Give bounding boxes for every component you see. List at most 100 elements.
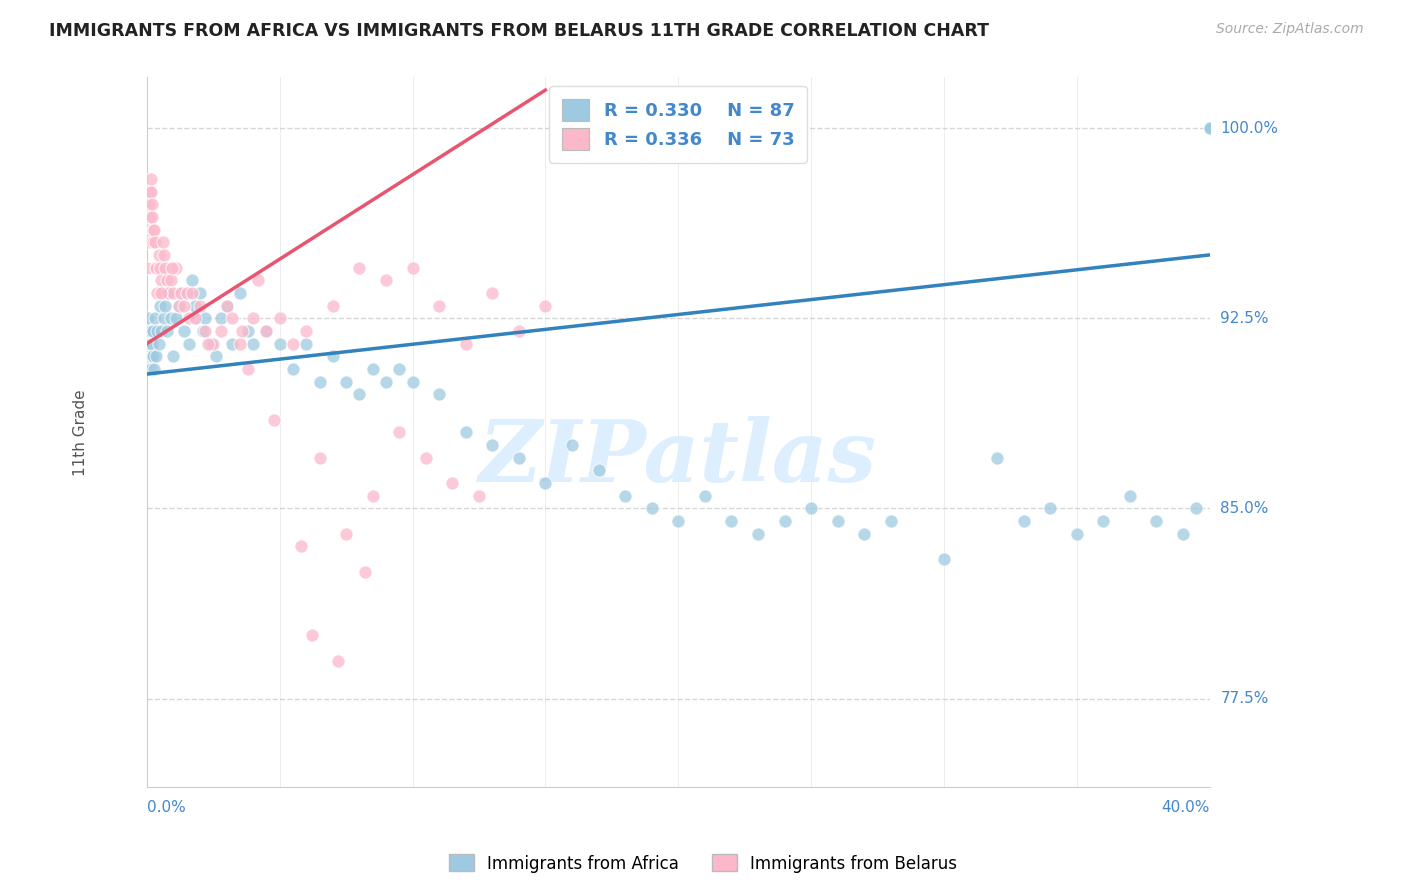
Point: [401, 260, 423, 275]
Point: [254, 324, 277, 338]
Point: [143, 362, 166, 376]
Point: [247, 273, 270, 287]
Point: [427, 299, 450, 313]
Point: [1198, 121, 1220, 136]
Point: [361, 362, 384, 376]
Point: [269, 311, 291, 326]
Point: [146, 324, 169, 338]
Text: 40.0%: 40.0%: [1161, 800, 1209, 815]
Point: [136, 311, 159, 326]
Point: [139, 362, 162, 376]
Point: [136, 260, 159, 275]
Point: [142, 324, 165, 338]
Point: [162, 285, 184, 300]
Point: [361, 489, 384, 503]
Point: [561, 438, 583, 452]
Point: [191, 324, 214, 338]
Point: [221, 336, 243, 351]
Text: 92.5%: 92.5%: [1220, 310, 1268, 326]
Point: [202, 336, 225, 351]
Point: [149, 299, 172, 313]
Point: [183, 299, 205, 313]
Point: [1171, 526, 1194, 541]
Point: [153, 248, 176, 262]
Point: [165, 311, 187, 326]
Point: [1066, 526, 1088, 541]
Point: [176, 285, 198, 300]
Point: [441, 476, 464, 491]
Point: [508, 324, 530, 338]
Point: [534, 476, 557, 491]
Point: [183, 311, 205, 326]
Point: [481, 285, 503, 300]
Point: [932, 552, 955, 566]
Point: [215, 299, 238, 313]
Point: [150, 324, 173, 338]
Point: [229, 336, 252, 351]
Point: [162, 349, 184, 363]
Point: [138, 349, 160, 363]
Point: [157, 285, 180, 300]
Text: 0.0%: 0.0%: [146, 800, 186, 815]
Text: 85.0%: 85.0%: [1220, 501, 1268, 516]
Point: [149, 260, 172, 275]
Point: [139, 185, 162, 199]
Point: [152, 235, 174, 250]
Point: [614, 489, 637, 503]
Point: [150, 285, 173, 300]
Point: [143, 222, 166, 236]
Point: [148, 336, 170, 351]
Point: [157, 285, 180, 300]
Point: [281, 362, 304, 376]
Point: [141, 197, 163, 211]
Point: [143, 235, 166, 250]
Point: [200, 336, 222, 351]
Point: [263, 413, 285, 427]
Point: [481, 438, 503, 452]
Point: [588, 463, 610, 477]
Point: [179, 311, 201, 326]
Point: [138, 222, 160, 236]
Point: [197, 336, 219, 351]
Point: [194, 311, 217, 326]
Point: [353, 565, 375, 579]
Point: [773, 514, 796, 528]
Point: [156, 273, 179, 287]
Text: ZIPatlas: ZIPatlas: [479, 416, 877, 500]
Point: [145, 349, 167, 363]
Point: [170, 285, 193, 300]
Point: [720, 514, 742, 528]
Point: [308, 450, 330, 465]
Point: [666, 514, 689, 528]
Point: [170, 285, 193, 300]
Point: [335, 526, 357, 541]
Point: [145, 260, 167, 275]
Point: [188, 299, 211, 313]
Point: [165, 260, 187, 275]
Point: [322, 299, 344, 313]
Point: [167, 299, 190, 313]
Point: [986, 450, 1008, 465]
Point: [155, 299, 177, 313]
Point: [401, 375, 423, 389]
Point: [138, 197, 160, 211]
Point: [454, 336, 477, 351]
Point: [254, 324, 277, 338]
Point: [693, 489, 716, 503]
Point: [146, 285, 169, 300]
Point: [853, 526, 876, 541]
Text: 77.5%: 77.5%: [1220, 691, 1268, 706]
Point: [375, 375, 398, 389]
Point: [141, 336, 163, 351]
Point: [141, 210, 163, 224]
Point: [148, 248, 170, 262]
Point: [229, 285, 252, 300]
Point: [160, 260, 183, 275]
Point: [800, 501, 823, 516]
Point: [1039, 501, 1062, 516]
Point: [155, 260, 177, 275]
Point: [139, 172, 162, 186]
Point: [1119, 489, 1142, 503]
Point: [468, 489, 491, 503]
Point: [209, 311, 232, 326]
